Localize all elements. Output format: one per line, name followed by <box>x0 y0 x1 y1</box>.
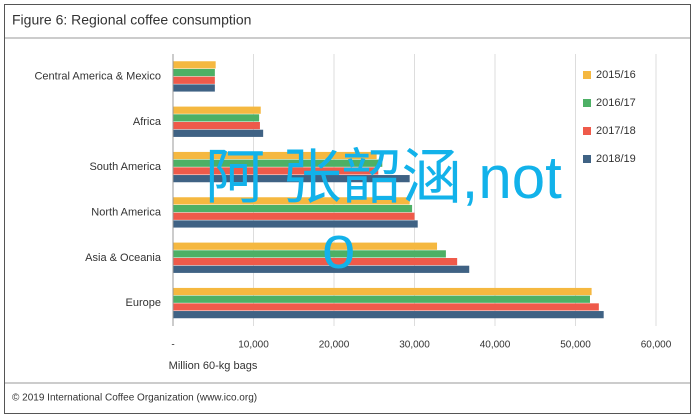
bar <box>173 287 592 296</box>
watermark: o <box>322 214 355 281</box>
y-tick-label: Central America & Mexico <box>34 71 161 83</box>
x-tick-label: 20,000 <box>319 340 350 351</box>
x-axis-label: Million 60-kg bags <box>169 360 258 372</box>
x-tick-label: 40,000 <box>480 340 511 351</box>
bar <box>173 106 261 114</box>
x-tick-label: - <box>171 340 174 351</box>
bar <box>173 151 377 160</box>
bar <box>173 76 215 84</box>
bar <box>173 175 410 183</box>
legend-label: 2015/16 <box>596 69 636 81</box>
bar <box>173 303 599 311</box>
bar <box>173 311 604 319</box>
bar <box>173 167 379 175</box>
x-tick-label: 10,000 <box>238 340 269 351</box>
y-tick-label: Europe <box>126 297 161 309</box>
bar <box>173 265 470 273</box>
bar <box>173 258 458 266</box>
x-tick-label: 30,000 <box>399 340 430 351</box>
legend-swatch <box>583 127 591 135</box>
y-tick-label: Asia & Oceania <box>85 252 162 264</box>
y-tick-label: North America <box>91 207 162 219</box>
watermark: 阿 张韶涵,not <box>205 144 562 211</box>
bar <box>173 159 383 167</box>
legend-swatch <box>583 71 591 79</box>
legend-label: 2017/18 <box>596 125 636 137</box>
bar <box>173 68 215 77</box>
bar <box>173 61 216 69</box>
bar <box>173 122 260 130</box>
legend-label: 2018/19 <box>596 153 636 165</box>
x-tick-label: 50,000 <box>560 340 591 351</box>
bar <box>173 212 415 220</box>
bar <box>173 250 446 258</box>
bar <box>173 220 418 228</box>
bar <box>173 242 438 250</box>
chart-title: Figure 6: Regional coffee consumption <box>12 12 251 28</box>
legend-label: 2016/17 <box>596 97 636 109</box>
bar <box>173 114 260 122</box>
bar <box>173 197 410 205</box>
frame <box>4 4 691 414</box>
x-tick-label: 60,000 <box>641 340 672 351</box>
bar <box>173 204 413 213</box>
y-tick-label: South America <box>89 161 161 173</box>
bar <box>173 295 590 303</box>
bar <box>173 84 215 92</box>
source: © 2019 International Coffee Organization… <box>12 393 257 404</box>
legend-swatch <box>583 99 591 107</box>
legend-swatch <box>583 155 591 163</box>
bar <box>173 129 264 137</box>
y-tick-label: Africa <box>133 116 162 128</box>
